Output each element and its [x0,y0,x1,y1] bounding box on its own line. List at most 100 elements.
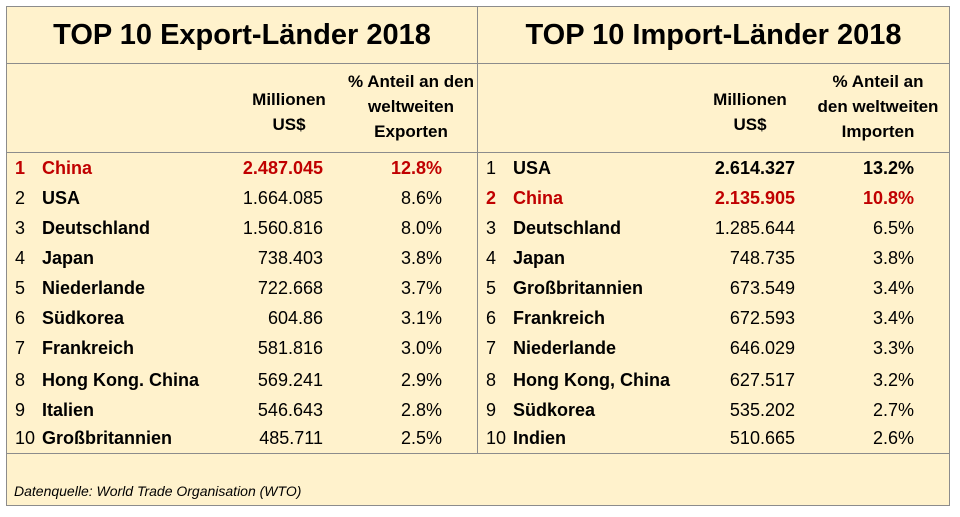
import-value-header-line2: US$ [733,115,767,134]
table-row: 9 Südkorea 535.202 2.7% [478,395,949,425]
share-cell: 2.8% [400,400,442,420]
trade-table: TOP 10 Export-Länder 2018 Millionen US$ … [6,6,950,506]
table-row: 3 Deutschland 1.560.816 8.0% [7,213,477,243]
column-divider [477,7,478,453]
share-cell: 2.9% [400,370,442,390]
rank-cell: 2 [15,188,26,208]
rank-cell: 8 [486,370,497,390]
rank-cell: 2 [486,188,497,208]
table-row: 10 Großbritannien 485.711 2.5% [7,423,477,453]
export-share-header: % Anteil an den weltweiten Exporten [345,69,477,144]
import-value-header-line1: Millionen [713,90,787,109]
value-cell: 627.517 [729,370,795,390]
value-cell: 581.816 [257,338,323,358]
value-cell: 672.593 [729,308,795,328]
import-value-header: Millionen US$ [690,87,810,137]
rank-cell: 9 [486,400,497,420]
table-row: 1 China 2.487.045 12.8% [7,153,477,183]
share-cell: 3.4% [872,278,914,298]
import-share-header-line1: % Anteil an [832,72,924,91]
value-cell: 748.735 [729,248,795,268]
share-cell: 10.8% [862,188,914,208]
rank-cell: 7 [15,338,26,358]
country-cell: Italien [42,400,95,420]
rank-cell: 8 [15,370,26,390]
value-cell: 2.135.905 [714,188,795,208]
title-divider [7,63,949,64]
share-cell: 3.1% [400,308,442,328]
export-share-header-line2: weltweiten [368,97,454,116]
rank-cell: 9 [15,400,26,420]
table-row: 3 Deutschland 1.285.644 6.5% [478,213,949,243]
rank-cell: 1 [486,158,497,178]
table-row: 5 Großbritannien 673.549 3.4% [478,273,949,303]
share-cell: 13.2% [862,158,914,178]
table-row: 7 Niederlande 646.029 3.3% [478,333,949,363]
import-share-header-line3: Importen [841,122,915,141]
country-cell: Südkorea [42,308,125,328]
value-cell: 1.560.816 [242,218,323,238]
country-cell: Hong Kong. China [42,370,199,390]
share-cell: 8.0% [400,218,442,238]
value-cell: 2.614.327 [714,158,795,178]
share-cell: 3.0% [400,338,442,358]
export-share-header-line1: % Anteil an den [348,72,474,91]
country-cell: Niederlande [42,278,146,298]
table-row: 6 Südkorea 604.86 3.1% [7,303,477,333]
country-cell: Deutschland [42,218,151,238]
table-row: 2 China 2.135.905 10.8% [478,183,949,213]
export-value-header-line2: US$ [272,115,306,134]
country-cell: Frankreich [42,338,135,358]
country-cell: China [42,158,93,178]
rank-cell: 6 [486,308,497,328]
table-row: 5 Niederlande 722.668 3.7% [7,273,477,303]
rank-cell: 3 [15,218,26,238]
country-cell: Indien [513,428,566,448]
rank-cell: 5 [15,278,26,298]
country-cell: Japan [42,248,95,268]
value-cell: 646.029 [729,338,795,358]
rank-cell: 5 [486,278,497,298]
country-cell: USA [42,188,81,208]
import-title: TOP 10 Import-Länder 2018 [525,18,902,51]
share-cell: 3.3% [872,338,914,358]
value-cell: 546.643 [257,400,323,420]
share-cell: 12.8% [390,158,442,178]
rank-cell: 1 [15,158,26,178]
share-cell: 2.5% [400,428,442,448]
export-title: TOP 10 Export-Länder 2018 [53,18,431,51]
table-row: 8 Hong Kong. China 569.241 2.9% [7,365,477,395]
rank-cell: 7 [486,338,497,358]
table-row: 9 Italien 546.643 2.8% [7,395,477,425]
country-cell: Deutschland [513,218,622,238]
value-cell: 722.668 [257,278,323,298]
share-cell: 3.8% [400,248,442,268]
value-cell: 1.664.085 [242,188,323,208]
share-cell: 2.6% [872,428,914,448]
country-cell: Niederlande [513,338,617,358]
country-cell: Großbritannien [42,428,172,448]
country-cell: USA [513,158,552,178]
import-share-header-line2: den weltweiten [817,97,939,116]
country-cell: Großbritannien [513,278,643,298]
share-cell: 6.5% [872,218,914,238]
rank-cell: 4 [486,248,497,268]
share-cell: 8.6% [400,188,442,208]
country-cell: Südkorea [513,400,596,420]
value-cell: 673.549 [729,278,795,298]
data-source-note: Datenquelle: World Trade Organisation (W… [14,483,302,499]
rank-cell: 10 [486,428,507,448]
export-value-header-line1: Millionen [252,90,326,109]
value-cell: 569.241 [257,370,323,390]
share-cell: 3.2% [872,370,914,390]
rank-cell: 6 [15,308,26,328]
value-cell: 1.285.644 [714,218,795,238]
country-cell: China [513,188,564,208]
rank-cell: 4 [15,248,26,268]
table-row: 4 Japan 738.403 3.8% [7,243,477,273]
value-cell: 535.202 [729,400,795,420]
rank-cell: 10 [15,428,36,448]
export-value-header: Millionen US$ [229,87,349,137]
export-section: TOP 10 Export-Länder 2018 Millionen US$ … [7,7,477,453]
table-row: 10 Indien 510.665 2.6% [478,423,949,453]
